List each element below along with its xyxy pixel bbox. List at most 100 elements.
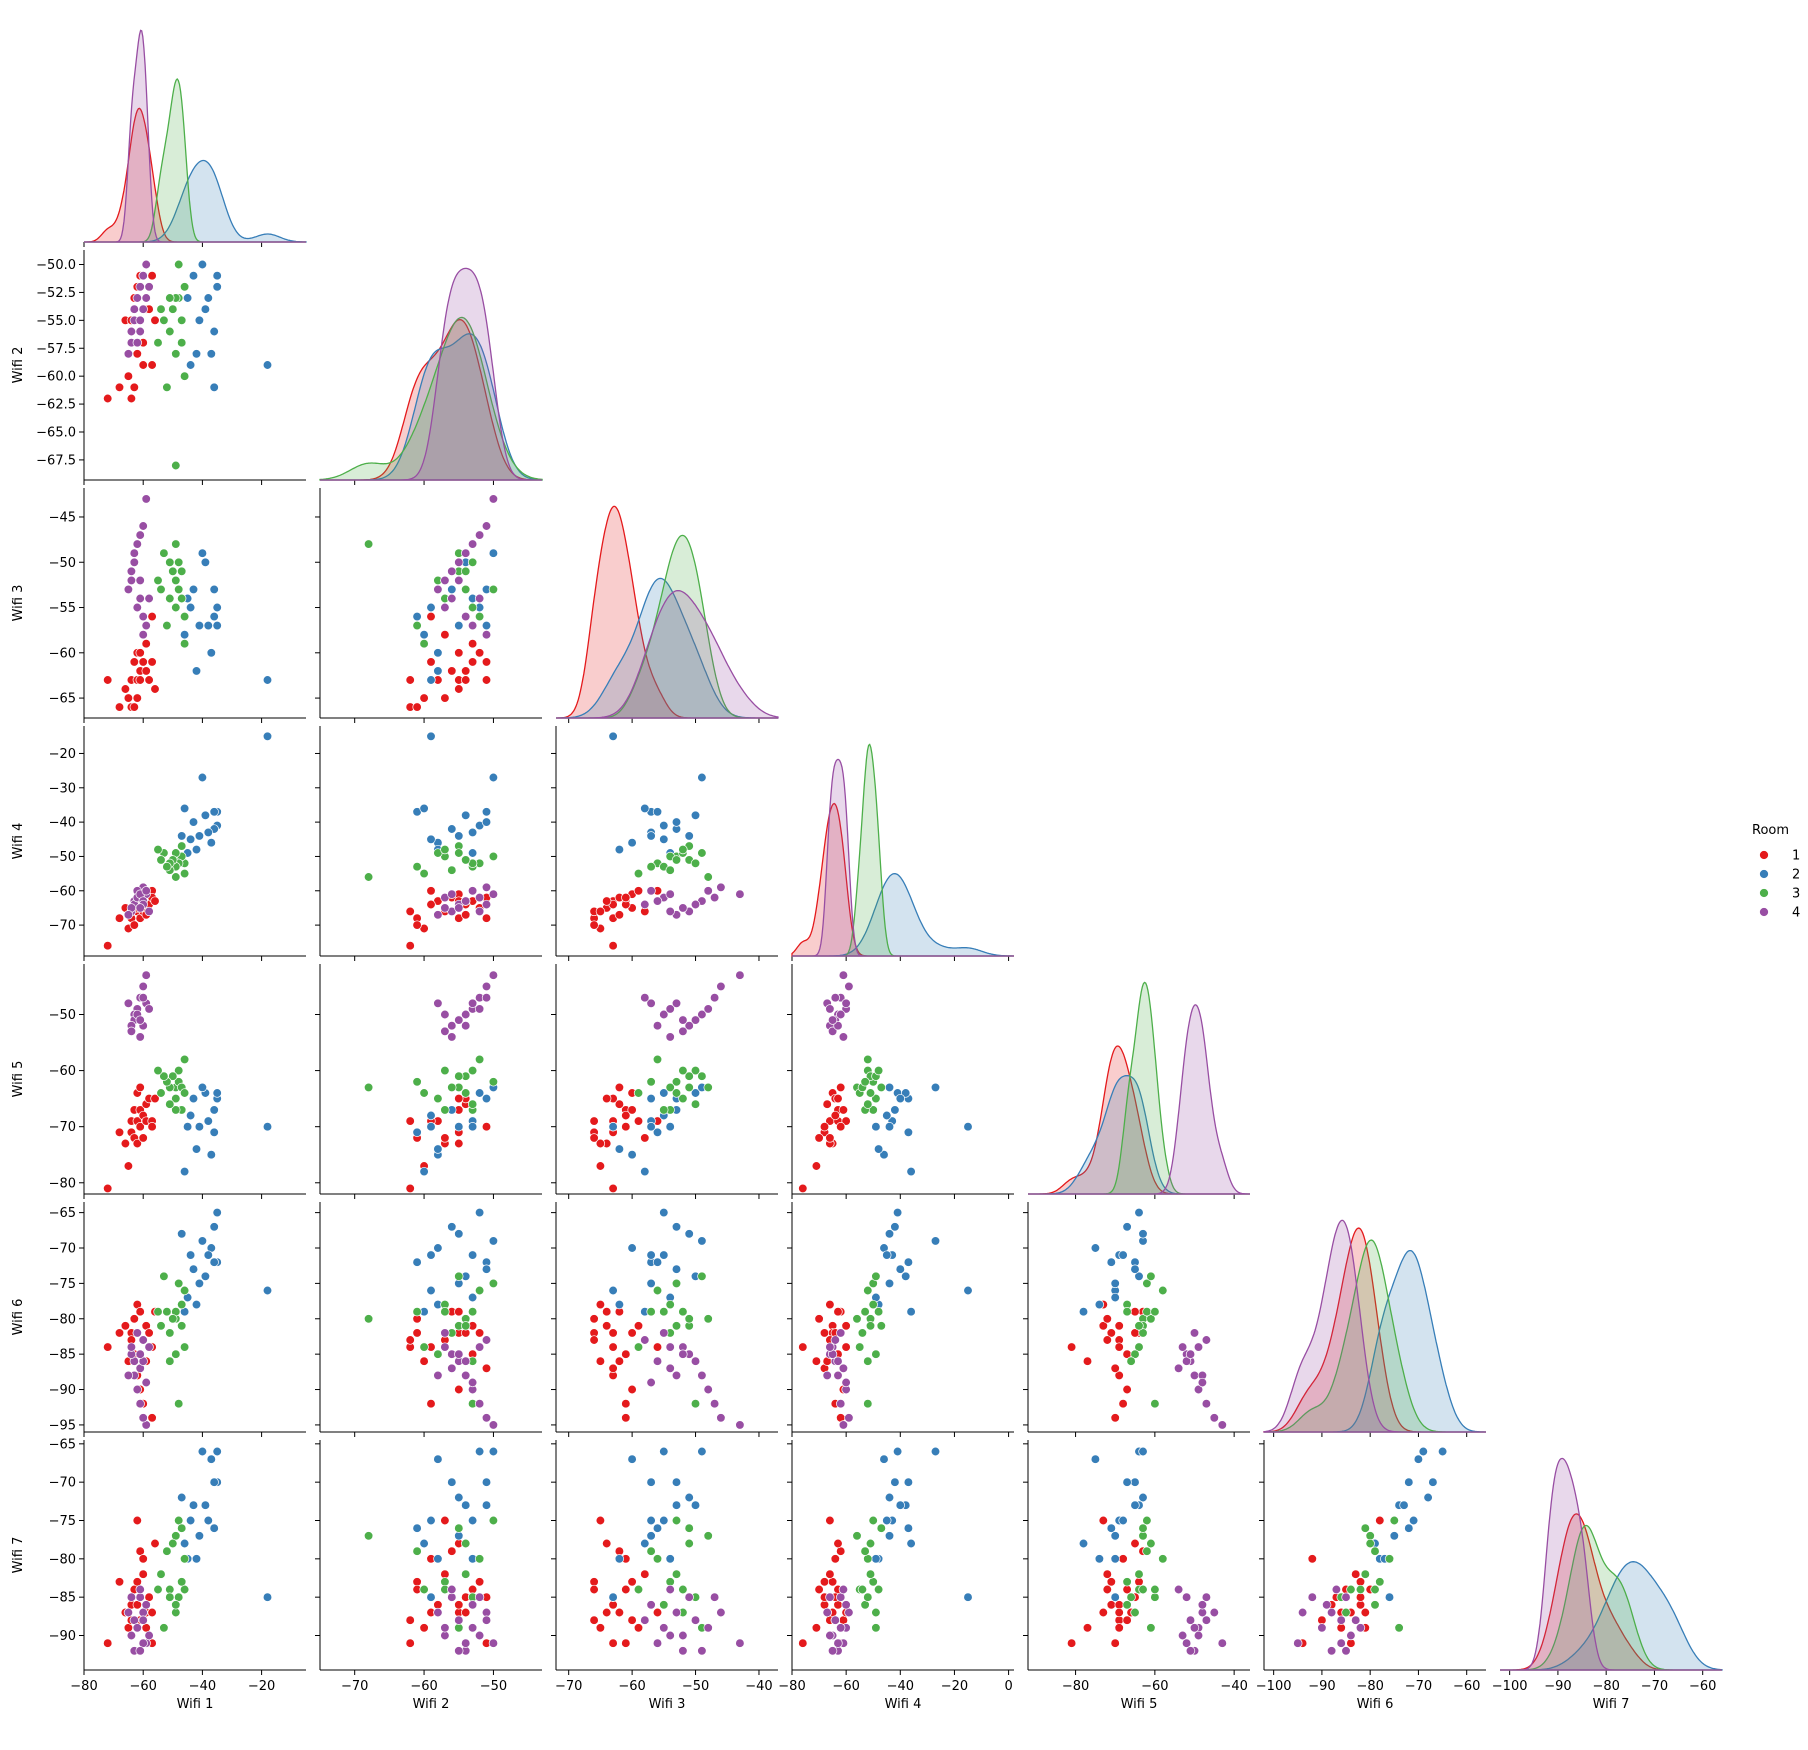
scatter-point-room-4 (1326, 1646, 1337, 1656)
scatter-point-room-2 (659, 1207, 669, 1218)
scatter-point-room-4 (827, 1646, 838, 1656)
scatter-point-room-3 (153, 1065, 163, 1076)
scatter-point-room-1 (147, 1413, 157, 1423)
scatter-point-room-1 (1102, 1335, 1112, 1345)
scatter-point-room-1 (426, 886, 436, 896)
scatter-point-room-3 (1346, 1584, 1356, 1595)
scatter-point-room-4 (640, 1335, 650, 1345)
scatter-point-room-2 (1134, 1271, 1144, 1281)
scatter-point-room-4 (1297, 1607, 1308, 1618)
scatter-point-room-1 (405, 1183, 415, 1194)
scatter-point-room-2 (882, 1515, 892, 1526)
scatter-point-room-4 (1201, 1335, 1212, 1345)
panel-wifi1-vs-wifi1 (83, 29, 307, 247)
scatter-point-room-1 (841, 1116, 851, 1126)
scatter-point-room-1 (841, 1321, 851, 1331)
x-tick-label: −90 (1544, 1679, 1571, 1694)
scatter-point-room-4 (1181, 1356, 1192, 1366)
scatter-point-room-2 (892, 1207, 903, 1218)
scatter-point-room-2 (191, 1299, 202, 1310)
scatter-point-room-1 (405, 1335, 415, 1345)
scatter-point-room-1 (135, 1122, 145, 1132)
legend-title: Room (1752, 823, 1789, 838)
x-tick-label: −80 (1356, 1679, 1383, 1694)
scatter-point-room-3 (461, 566, 471, 576)
scatter-point-room-2 (890, 1477, 900, 1487)
scatter-point-room-3 (633, 1088, 644, 1098)
scatter-point-room-3 (633, 1342, 644, 1352)
scatter-point-room-4 (447, 1592, 457, 1602)
scatter-point-room-3 (177, 566, 187, 576)
scatter-point-room-4 (447, 1584, 457, 1595)
scatter-point-room-2 (1130, 1477, 1140, 1487)
scatter-point-room-2 (1423, 1492, 1433, 1503)
scatter-point-room-3 (419, 639, 429, 649)
scatter-point-room-2 (481, 1264, 492, 1274)
scatter-point-room-2 (194, 831, 205, 841)
scatter-point-room-3 (156, 855, 166, 865)
scatter-point-room-3 (474, 1285, 485, 1296)
scatter-point-room-4 (1197, 1607, 1208, 1618)
scatter-point-room-3 (447, 1082, 457, 1093)
scatter-point-room-1 (405, 941, 415, 951)
legend-label-room-3: 3 (1792, 887, 1800, 902)
scatter-point-room-1 (811, 1356, 822, 1366)
scatter-point-room-1 (129, 1314, 139, 1324)
scatter-point-room-2 (182, 293, 193, 303)
scatter-point-room-3 (153, 338, 163, 348)
scatter-point-room-3 (174, 584, 184, 595)
scatter-point-room-1 (405, 1638, 415, 1648)
x-axis-label: Wifi 6 (1357, 1697, 1394, 1712)
scatter-point-room-3 (873, 1307, 884, 1317)
scatter-point-room-2 (474, 1207, 485, 1218)
scatter-point-room-3 (652, 1554, 663, 1564)
y-tick-label: −85 (49, 1348, 76, 1363)
scatter-point-room-2 (1110, 1531, 1120, 1541)
scatter-point-room-2 (419, 630, 429, 640)
scatter-point-room-4 (481, 1413, 492, 1423)
x-tick-label: 0 (1004, 1679, 1012, 1694)
y-axis-label: Wifi 4 (11, 823, 26, 860)
scatter-point-room-4 (481, 899, 492, 910)
scatter-point-room-4 (665, 906, 675, 917)
scatter-point-room-3 (876, 1082, 886, 1093)
scatter-point-room-1 (621, 1110, 631, 1121)
scatter-point-room-3 (165, 1356, 175, 1366)
scatter-point-room-1 (595, 1299, 606, 1310)
scatter-point-room-4 (703, 1384, 713, 1395)
scatter-point-room-2 (426, 834, 436, 844)
scatter-point-room-4 (1317, 1623, 1327, 1633)
scatter-point-room-3 (454, 1071, 464, 1081)
scatter-point-room-1 (467, 1584, 478, 1595)
scatter-point-room-4 (678, 1349, 688, 1359)
scatter-point-room-2 (433, 1243, 443, 1253)
scatter-point-room-3 (863, 1399, 873, 1409)
scatter-point-room-4 (665, 1004, 675, 1014)
scatter-point-room-2 (690, 1088, 701, 1098)
scatter-point-room-3 (177, 841, 187, 851)
scatter-point-room-2 (447, 1477, 457, 1487)
scatter-point-room-4 (144, 282, 154, 292)
scatter-point-room-2 (930, 1082, 941, 1093)
scatter-point-room-2 (1094, 1299, 1105, 1310)
scatter-point-room-4 (135, 1584, 145, 1595)
scatter-point-room-2 (1122, 1222, 1132, 1232)
scatter-point-room-1 (836, 1546, 846, 1556)
scatter-point-room-4 (141, 970, 151, 980)
scatter-point-room-4 (833, 1638, 843, 1648)
scatter-point-room-2 (884, 1229, 895, 1239)
scatter-point-room-2 (488, 1236, 499, 1246)
scatter-point-room-3 (179, 1285, 190, 1296)
scatter-point-room-4 (735, 889, 745, 899)
scatter-point-room-4 (1197, 1600, 1208, 1610)
scatter-point-room-1 (454, 1138, 464, 1149)
scatter-point-room-3 (461, 1538, 471, 1549)
scatter-point-room-4 (144, 1342, 154, 1352)
x-tick-label: −70 (1641, 1679, 1668, 1694)
y-tick-label: −60 (49, 884, 76, 899)
scatter-point-room-3 (156, 1321, 166, 1331)
x-tick-label: −100 (1256, 1679, 1292, 1694)
scatter-point-room-3 (665, 1082, 675, 1093)
scatter-point-room-2 (179, 1166, 190, 1177)
scatter-point-room-1 (114, 913, 125, 923)
